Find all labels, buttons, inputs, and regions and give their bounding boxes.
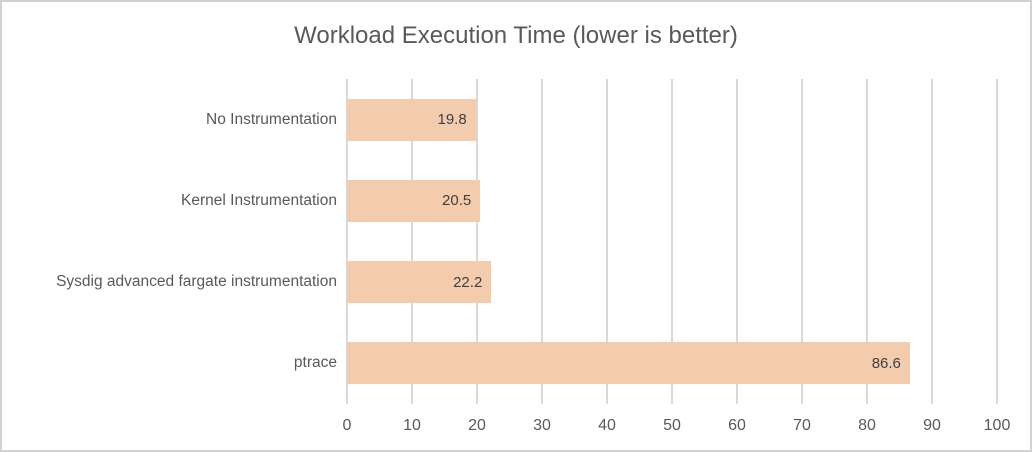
category-label: Kernel Instrumentation [181,191,337,209]
bar: 19.8 [347,98,476,141]
gridline [541,79,543,404]
gridline [801,79,803,404]
gridline [931,79,933,404]
x-axis-tick-label: 80 [858,417,876,434]
x-axis-tick-label: 20 [468,417,486,434]
gridline [996,79,998,404]
x-axis-tick-label: 90 [923,417,941,434]
x-axis-tick-label: 10 [403,417,421,434]
x-axis-tick-label: 60 [728,417,746,434]
gridline [346,79,348,404]
gridline [866,79,868,404]
chart-title: Workload Execution Time (lower is better… [294,22,738,49]
plot-area: 19.8 20.5 22.2 86.6 [346,79,998,404]
gridline [411,79,413,404]
category-label: No Instrumentation [206,110,337,128]
category-label: ptrace [293,354,337,372]
data-label: 86.6 [871,354,901,372]
x-axis-tick-label: 100 [983,417,1011,434]
x-axis-tick-label: 50 [663,417,681,434]
gridline [476,79,478,404]
category-label: Sysdig advanced fargate instrumentation [56,273,337,291]
data-label: 19.8 [437,111,467,129]
bar: 20.5 [347,179,481,222]
x-axis-tick-label: 70 [793,417,811,434]
x-axis-tick-label: 30 [533,417,551,434]
bar: 22.2 [347,261,492,304]
data-label: 20.5 [442,192,472,210]
x-axis-tick-label: 40 [598,417,616,434]
x-axis-tick-label: 0 [342,417,352,434]
gridline [671,79,673,404]
bar: 86.6 [347,342,910,385]
gridline [606,79,608,404]
data-label: 22.2 [453,273,483,291]
gridline [736,79,738,404]
